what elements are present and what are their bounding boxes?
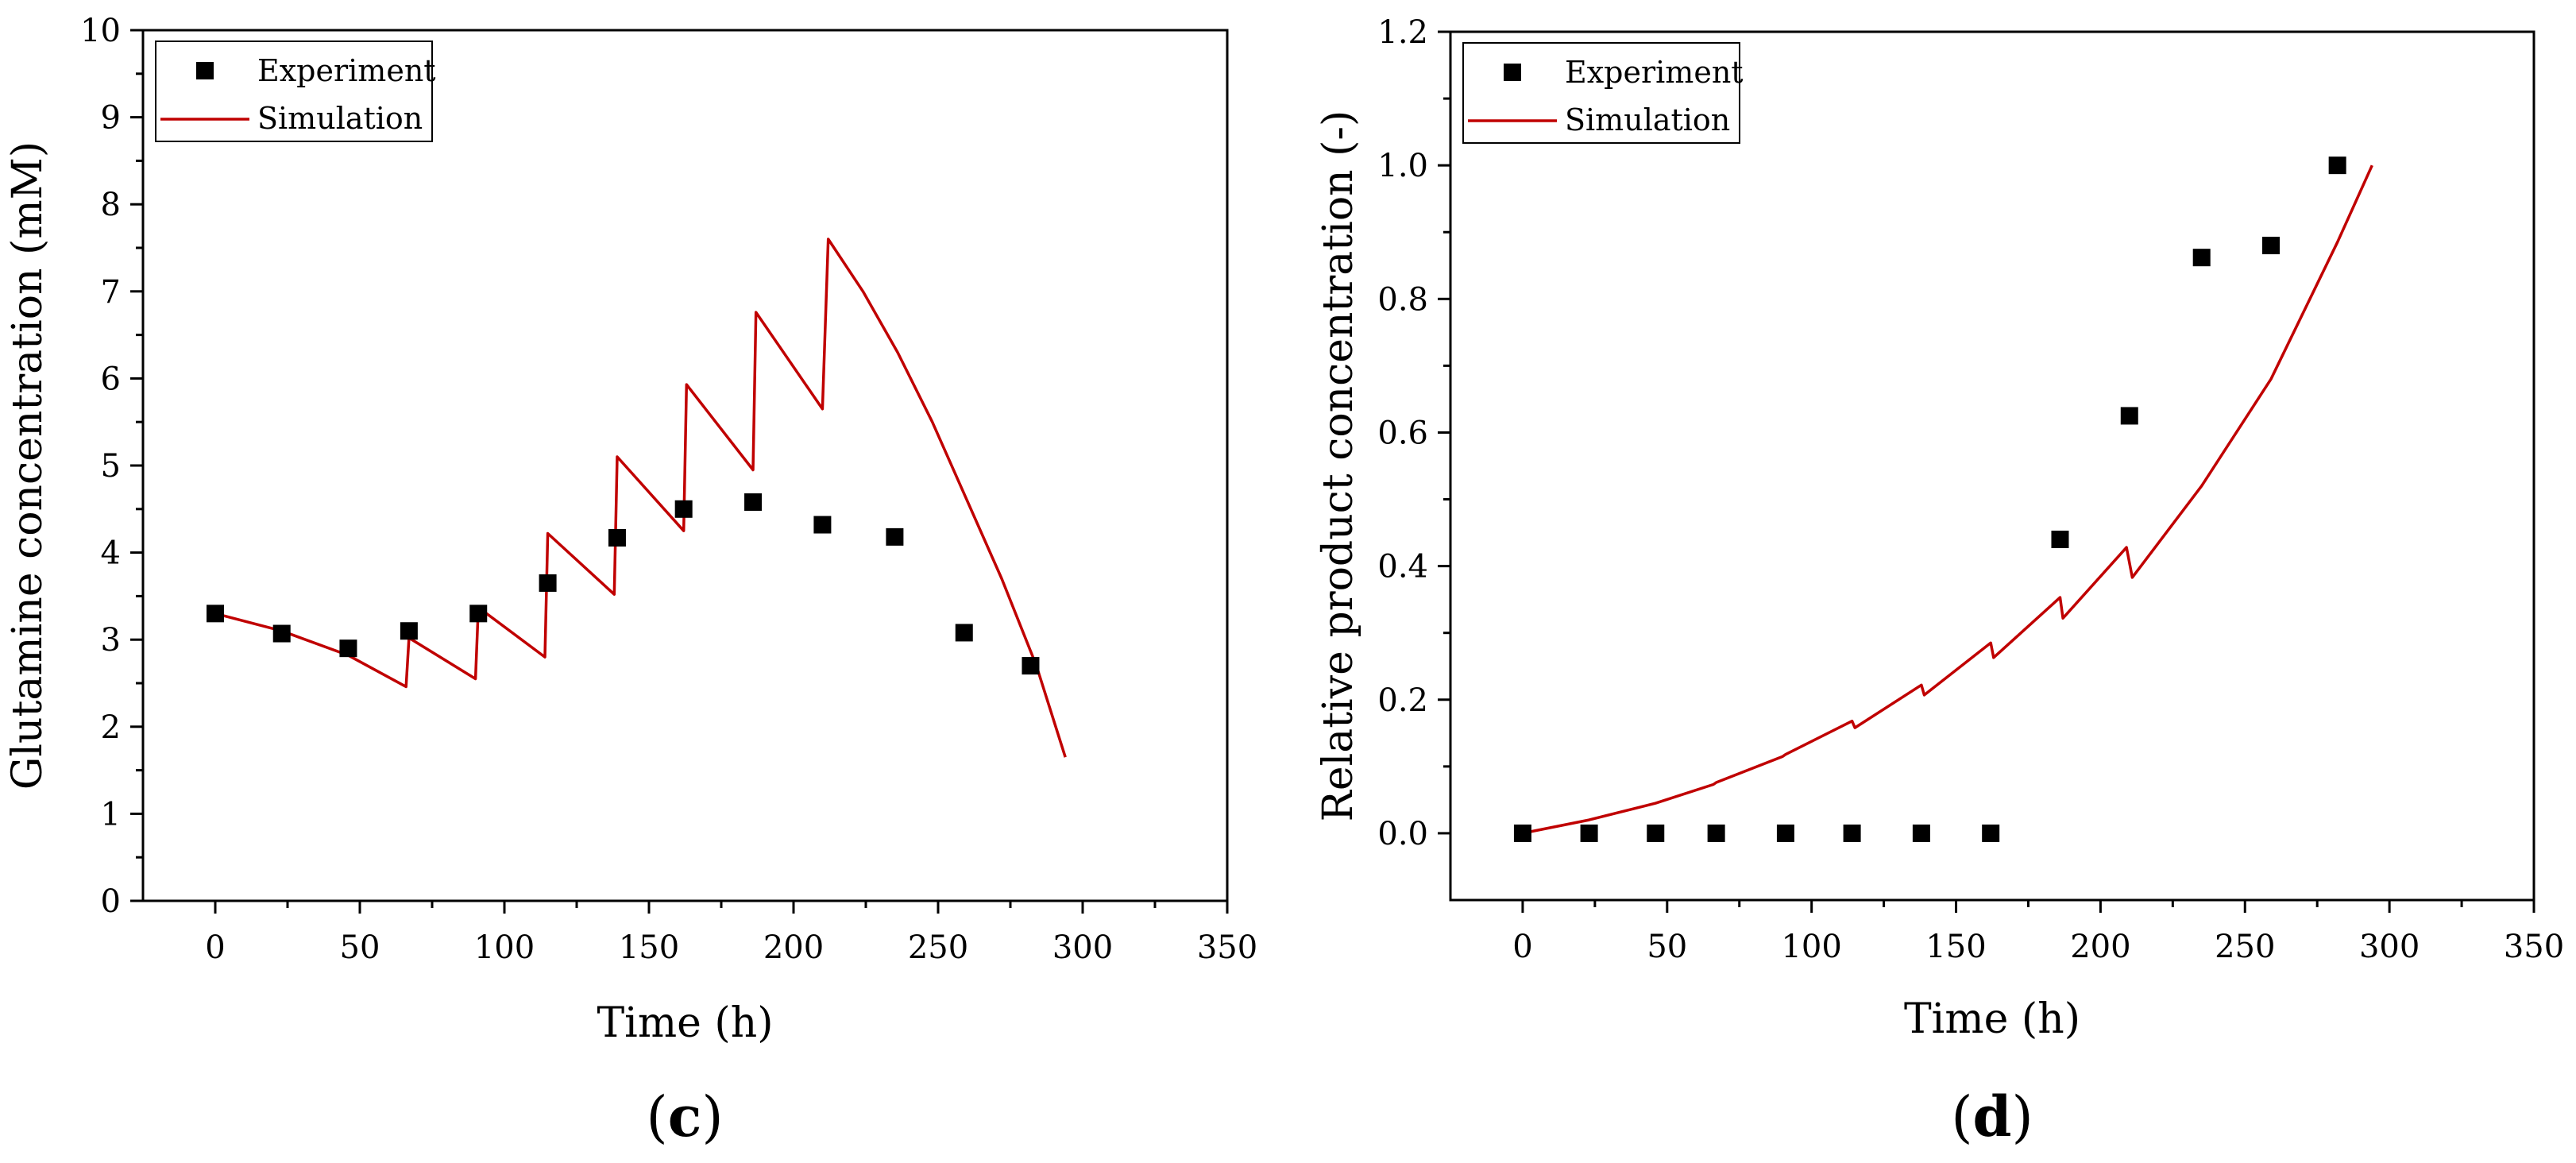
y-tick-label: 0 <box>101 883 121 920</box>
experiment-point <box>608 528 626 547</box>
chart-glutamine: 0 50 100 150 200 250 300 350 0 1 2 3 4 5 6 7 8 9 10 Experim… <box>4 13 1257 1149</box>
simulation-line <box>1522 164 2373 835</box>
experiment-point <box>2192 249 2211 267</box>
y-tick-label: 0.4 <box>1377 549 1428 585</box>
experiment-point <box>1707 824 1725 842</box>
y-tick-label: 0.6 <box>1377 415 1428 451</box>
experiment-point <box>2120 407 2138 425</box>
experiment-point <box>272 624 291 643</box>
x-tick-label: 100 <box>1781 929 1841 965</box>
x-tick-label: 0 <box>205 929 225 966</box>
y-tick-label: 1.2 <box>1377 14 1428 51</box>
experiment-point <box>2051 530 2069 548</box>
experiment-point <box>813 516 832 534</box>
legend-box <box>155 41 433 142</box>
chart-relative-product: 0 50 100 150 200 250 300 350 0.0 0.2 0.4 0.6 0.8 1.0 1… <box>1315 14 2564 1149</box>
x-tick-label: 50 <box>340 929 380 966</box>
x-tick-label: 250 <box>2215 929 2275 965</box>
legend-box <box>1462 42 1740 144</box>
experiment-point <box>1776 824 1794 842</box>
legend-experiment-marker <box>1504 64 1521 81</box>
x-tick-label: 350 <box>1197 929 1257 966</box>
y-tick-label: 0.0 <box>1377 816 1428 852</box>
experiment-point <box>886 527 904 546</box>
experiment-point <box>1982 824 2000 842</box>
y-tick-label: 0.8 <box>1377 281 1428 318</box>
y-tick-label: 4 <box>101 535 121 572</box>
panel-label-open: ( <box>1951 1084 1972 1149</box>
y-tick-label: 9 <box>101 100 121 137</box>
panel-label-close: ) <box>2011 1084 2033 1149</box>
experiment-point <box>1513 824 1531 842</box>
x-tick-label: 350 <box>2504 929 2564 965</box>
panel-label-letter: c <box>668 1084 702 1149</box>
y-tick-label: 6 <box>101 361 121 397</box>
simulation-line <box>214 238 1067 758</box>
x-tick-label: 0 <box>1512 929 1532 965</box>
experiment-point <box>674 500 693 518</box>
experiment-point <box>1843 824 1861 842</box>
legend-experiment-label: Experiment <box>1565 55 1744 90</box>
experiment-point <box>207 605 224 623</box>
x-tick-label: 200 <box>2070 929 2130 965</box>
legend-experiment-marker <box>196 62 214 79</box>
experiment-point <box>2328 156 2346 175</box>
plot-frame <box>1449 30 2535 902</box>
x-tick-label: 100 <box>474 929 535 966</box>
y-tick-label: 0.2 <box>1377 682 1428 719</box>
y-tick-label: 10 <box>80 13 121 49</box>
experiment-point <box>1580 824 1598 842</box>
x-tick-label: 150 <box>619 929 679 966</box>
experiment-point <box>1022 657 1040 675</box>
experiment-point <box>744 493 763 512</box>
y-tick-label: 5 <box>101 448 121 485</box>
experiment-point <box>1912 824 1930 842</box>
x-tick-label: 300 <box>2359 929 2420 965</box>
panel-label-close: ) <box>701 1084 723 1149</box>
x-tick-label: 250 <box>908 929 968 966</box>
experiment-point <box>400 622 418 640</box>
y-tick-label: 7 <box>101 274 121 311</box>
panel-label-letter: d <box>1973 1084 2012 1149</box>
experiment-point <box>1647 824 1665 842</box>
y-axis-title: Glutamine concentration (mM) <box>4 141 52 790</box>
y-axis-title: Relative product concentration (-) <box>1315 110 1362 822</box>
experiment-point <box>339 639 357 658</box>
x-tick-label: 150 <box>1925 929 1986 965</box>
experiment-point <box>955 624 973 642</box>
x-tick-label: 50 <box>1647 929 1687 965</box>
x-axis-title: Time (h) <box>597 999 774 1047</box>
panel-label-open: ( <box>646 1084 667 1149</box>
legend-experiment-label: Experiment <box>257 53 436 88</box>
legend-simulation-label: Simulation <box>1565 102 1730 137</box>
y-tick-label: 3 <box>101 622 121 659</box>
y-tick-label: 8 <box>101 187 121 223</box>
y-tick-label: 1.0 <box>1377 148 1428 184</box>
y-tick-label: 1 <box>101 796 121 833</box>
panel-label: (d) <box>1951 1084 2033 1149</box>
x-tick-label: 300 <box>1052 929 1113 966</box>
panel-label: (c) <box>646 1084 723 1149</box>
experiment-point <box>469 605 488 623</box>
legend-simulation-label: Simulation <box>257 101 423 136</box>
experiment-point <box>2262 237 2281 255</box>
y-tick-label: 2 <box>101 709 121 746</box>
x-tick-label: 200 <box>763 929 824 966</box>
x-axis-title: Time (h) <box>1904 995 2080 1043</box>
experiment-point <box>539 574 557 592</box>
